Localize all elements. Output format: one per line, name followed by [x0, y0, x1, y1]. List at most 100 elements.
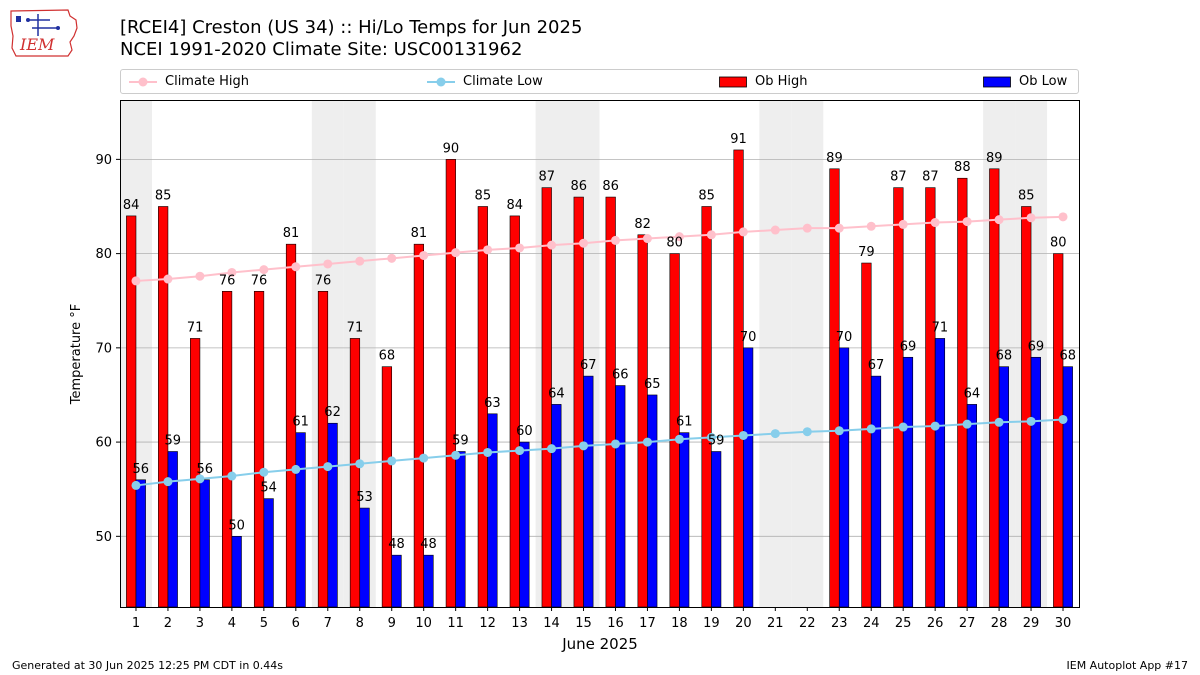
ob-high-bar	[413, 243, 424, 608]
ob-low-bar	[870, 375, 882, 608]
climate-high-marker	[930, 218, 940, 228]
climate-low-line	[135, 418, 1064, 487]
ob-high-value-label: 71	[187, 320, 204, 335]
ob-high-value-label: 79	[858, 245, 875, 260]
ob-high-bar	[861, 262, 872, 608]
ob-low-value-label: 70	[740, 330, 757, 345]
x-tick-label: 18	[671, 616, 688, 631]
ob-low-bar	[711, 451, 722, 608]
climate-high-marker	[387, 253, 397, 263]
ob-low-value-label: 53	[356, 490, 373, 505]
climate-high-marker	[227, 267, 237, 277]
climate-low-marker	[579, 441, 589, 451]
climate-low-marker	[547, 444, 557, 454]
ob-high-value-label: 81	[411, 226, 428, 241]
ob-high-value-label: 88	[954, 160, 971, 175]
chart-subtitle: NCEI 1991-2020 Climate Site: USC00131962	[120, 39, 523, 60]
ob-high-bar	[893, 187, 904, 608]
ob-low-value-label: 68	[1060, 349, 1077, 364]
ob-high-value-label: 84	[123, 198, 140, 213]
ob-high-bar	[158, 206, 169, 608]
x-tick-label: 26	[927, 616, 944, 631]
ob-low-value-label: 59	[452, 434, 469, 449]
x-tick-label: 15	[575, 616, 592, 631]
ob-low-value-label: 71	[932, 320, 949, 335]
ob-low-bar	[519, 441, 530, 608]
ob-low-bar	[263, 498, 274, 608]
climate-high-marker	[674, 232, 684, 242]
y-tick-label: 60	[95, 436, 112, 451]
climate-high-marker	[355, 256, 365, 266]
climate-high-marker	[1058, 212, 1068, 222]
logo-text: IEM	[19, 35, 55, 54]
climate-high-marker	[898, 219, 908, 229]
climate-high-marker	[195, 271, 205, 281]
climate-low-marker	[610, 439, 620, 449]
climate-high-marker	[962, 217, 972, 227]
climate-low-marker	[451, 450, 461, 460]
climate-low-marker	[323, 462, 333, 472]
x-tick-label: 3	[196, 616, 204, 631]
ob-low-bar	[167, 451, 178, 608]
ob-low-value-label: 56	[133, 462, 150, 477]
climate-low-marker	[770, 429, 780, 439]
x-tick-label: 25	[895, 616, 912, 631]
climate-low-marker	[930, 421, 940, 431]
legend-item-ob-high: Ob High	[719, 70, 808, 93]
x-tick-label: 21	[767, 616, 784, 631]
climate-high-line	[135, 215, 1064, 282]
ob-low-value-label: 68	[996, 349, 1013, 364]
iem-logo: IEM	[10, 9, 78, 57]
ob-high-bar	[701, 206, 712, 608]
legend-item-ob-low: Ob Low	[983, 70, 1067, 93]
footer-app-text: IEM Autoplot App #17	[1066, 659, 1189, 672]
x-tick-label: 2	[164, 616, 172, 631]
ob-high-value-label: 87	[922, 170, 939, 185]
ob-high-value-label: 82	[634, 217, 651, 232]
bar-value-labels: 84 85 71 76 76 81 76 71 68 81 90 85 84 87 86 86 82 80 85 91…	[123, 132, 1076, 552]
x-tick-label: 12	[479, 616, 496, 631]
x-tick-label: 14	[543, 616, 560, 631]
y-tick-label: 90	[95, 153, 112, 168]
ob-high-bar	[669, 253, 680, 608]
climate-low-marker	[642, 437, 652, 447]
ob-low-bar	[199, 479, 210, 608]
ob-low-bar	[1062, 366, 1073, 608]
climate-high-marker	[642, 234, 652, 244]
x-tick-label: 7	[324, 616, 332, 631]
x-axis-title: June 2025	[561, 635, 638, 653]
ob-high-value-label: 90	[443, 141, 460, 156]
ob-low-value-label: 64	[548, 386, 565, 401]
ob-low-bar	[934, 338, 946, 608]
x-tick-label: 22	[799, 616, 816, 631]
x-tick-label: 5	[260, 616, 268, 631]
x-tick-label: 27	[959, 616, 976, 631]
climate-low-marker	[195, 474, 205, 484]
ob-high-bar	[126, 215, 137, 608]
climate-high-marker	[770, 225, 780, 235]
ob-high-bar	[445, 159, 456, 608]
x-tick-label: 28	[991, 616, 1008, 631]
ob-high-value-label: 71	[347, 320, 364, 335]
ob-low-value-label: 66	[612, 368, 629, 383]
ob-high-value-label: 76	[219, 273, 236, 288]
ob-low-bar	[998, 366, 1009, 608]
climate-low-marker	[227, 471, 237, 481]
climate-low-marker	[1026, 416, 1036, 426]
ob-low-bar	[455, 451, 466, 608]
ob-high-bar	[829, 168, 840, 608]
climate-lines	[131, 212, 1068, 490]
climate-high-marker	[802, 223, 812, 233]
ob-low-bar	[295, 432, 306, 608]
ob-low-value-label: 70	[836, 330, 853, 345]
legend-label: Climate High	[165, 74, 250, 89]
ob-high-value-label: 76	[315, 273, 332, 288]
x-tick-label: 9	[388, 616, 396, 631]
x-tick-label: 24	[863, 616, 880, 631]
ob-low-value-label: 67	[868, 358, 885, 373]
ob-low-value-label: 50	[228, 518, 245, 533]
ob-low-value-label: 65	[644, 377, 661, 392]
ob-high-bar-swatch	[719, 76, 747, 87]
climate-high-marker	[547, 240, 557, 250]
